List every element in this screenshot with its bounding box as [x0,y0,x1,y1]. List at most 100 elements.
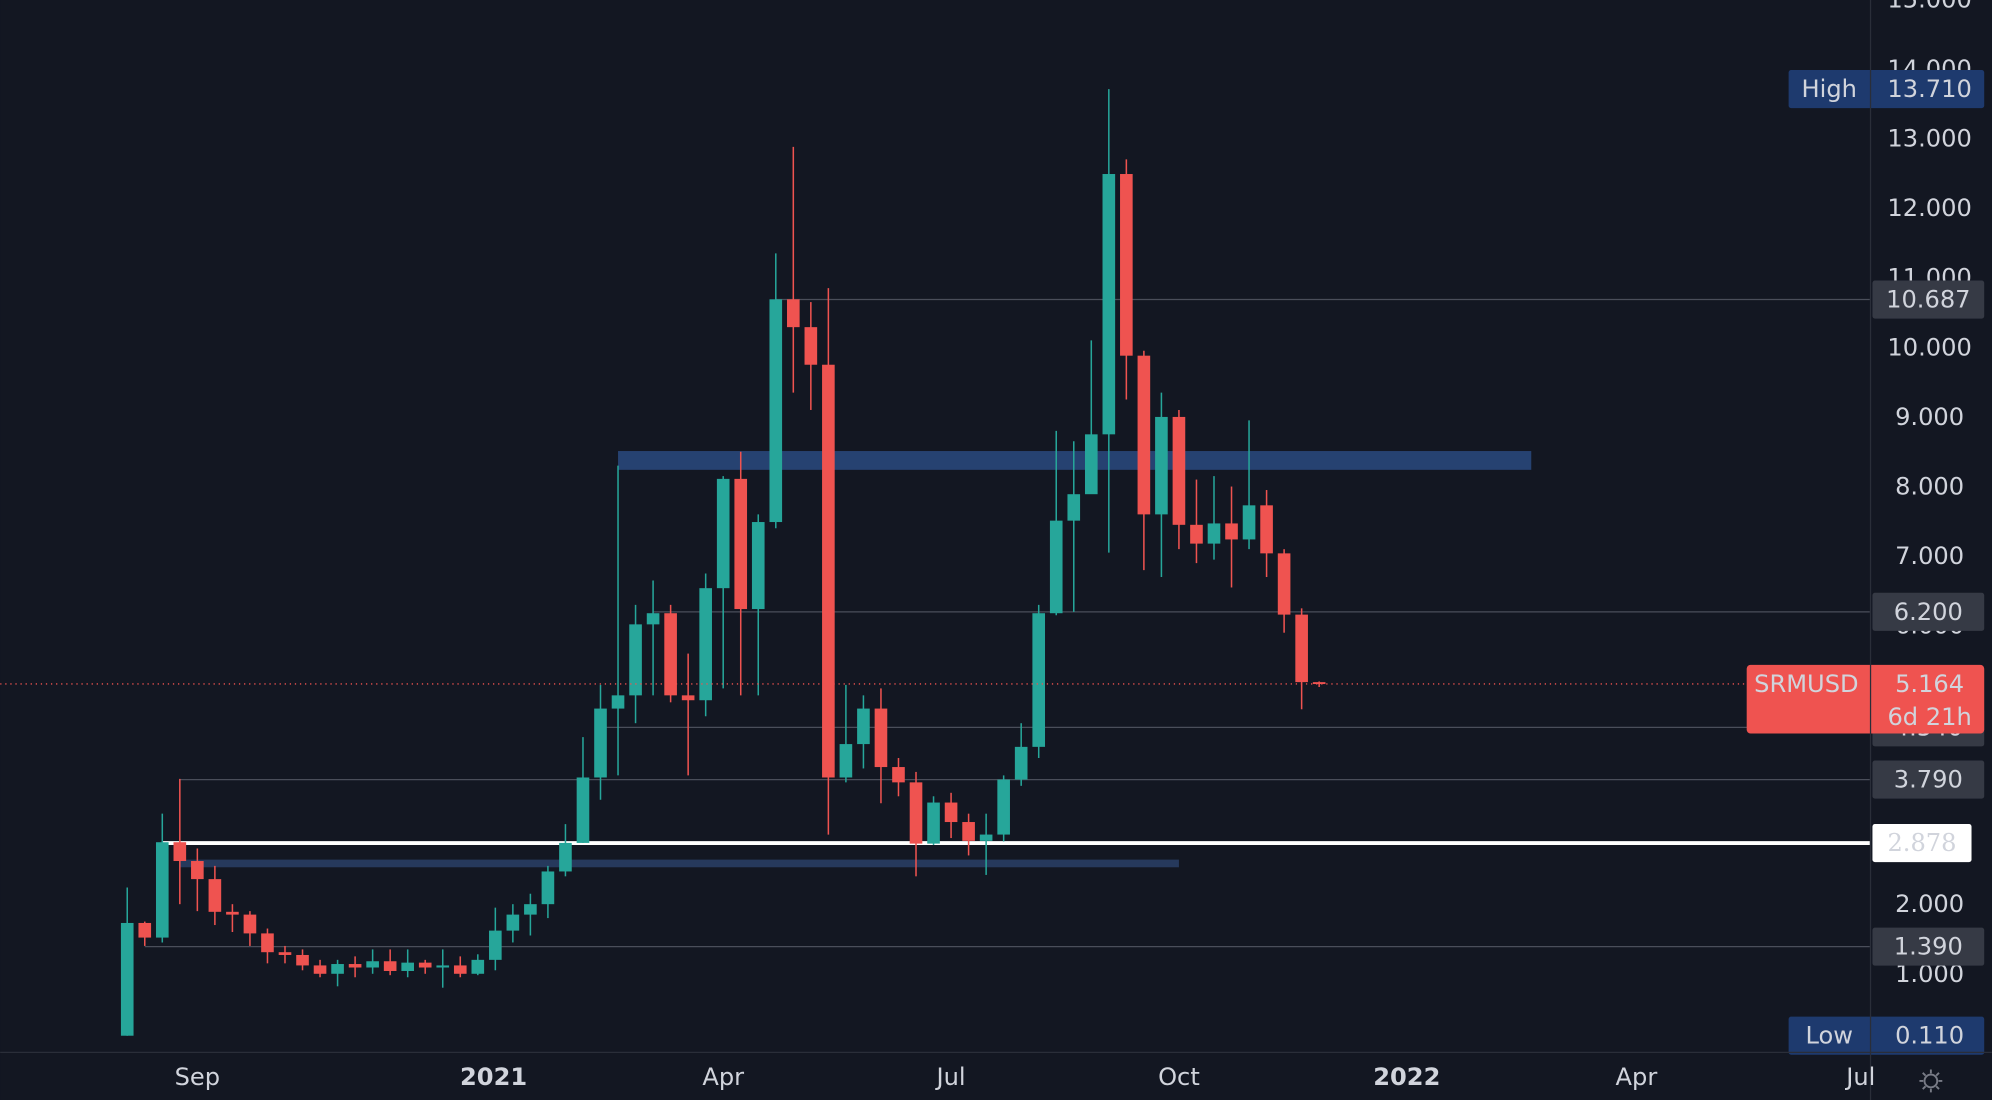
candle-body [944,802,958,823]
candle-body [769,299,783,523]
low-box [1788,1016,1985,1055]
candle-body [173,842,187,862]
x-tick-label: Oct [1158,1063,1200,1091]
candle-body [997,779,1010,835]
candle-body [541,871,555,905]
candle-body [348,964,362,968]
high-box [1788,70,1985,109]
candle-body [1014,746,1028,780]
zone [179,859,1179,868]
candle-body [559,842,572,872]
candle-body [471,959,485,974]
candle-body [804,327,818,365]
price-line-label: 3.790 [1894,766,1963,794]
candle-body [261,933,274,953]
candle-body [155,842,169,938]
candle-body [296,954,309,966]
candle-body [611,695,625,709]
settings-icon[interactable] [1919,1069,1943,1093]
candle-body [506,914,520,931]
x-tick-label: Sep [175,1063,220,1091]
candle-body [489,930,502,960]
candle-body [1049,520,1063,614]
y-tick-label: 10.000 [1887,333,1971,361]
x-tick-label: 2022 [1373,1063,1440,1091]
candle-body [822,364,835,778]
x-tick-label: Jul [1844,1063,1875,1091]
candle-body [1120,174,1133,356]
candle-body [699,588,712,701]
candle-body [979,834,993,841]
candle-body [751,522,765,610]
candle-body [383,961,397,971]
candle-body [874,708,888,768]
candle-body [1067,494,1081,521]
candle-body [681,695,695,701]
zone [618,451,1532,470]
candle-body [278,952,292,955]
candle-body [1277,553,1291,615]
candle-body [331,964,344,974]
candle-body [1225,523,1238,540]
symbol-label: SRMUSD [1754,670,1858,698]
y-tick-label: 9.000 [1895,403,1964,431]
settings-icon[interactable] [1919,1069,1943,1093]
y-tick-label: 2.000 [1895,890,1964,918]
countdown-label: 6d 21h [1887,703,1971,731]
candle-body [1242,505,1256,540]
high-value: 13.710 [1887,75,1971,103]
candle-body [646,613,660,625]
candle-body [787,299,800,328]
candle-body [857,708,870,745]
price-line-label-box [1872,760,1985,799]
price-line-label: 2.878 [1887,829,1956,857]
last-price-box [1746,664,1985,734]
candle-body [313,965,327,974]
candle-body [191,861,204,880]
time-axis: Sep 2021 Apr Jul Oct 2022 Apr Jul [175,1063,1876,1091]
candle-body [524,904,537,915]
candle-body [839,744,853,778]
high-label: High [1802,75,1857,103]
price-line-label: 1.390 [1894,933,1963,961]
candle-body [1260,505,1273,554]
candle-body [892,767,905,783]
y-tick-label: 8.000 [1895,473,1964,501]
candle-body [576,777,590,843]
candle-body [366,961,379,968]
candle-body [226,911,239,915]
candle-body [962,822,975,841]
y-tick-label: 15.000 [1887,0,1971,13]
candle-body [716,478,730,589]
low-value: 0.110 [1895,1022,1964,1050]
candle-body [138,922,152,938]
candle-body [1207,523,1221,544]
price-line-label-box [1872,927,1985,966]
candle-body [1312,682,1326,685]
price-line-label: 10.687 [1886,286,1970,314]
candle-body [1084,434,1098,495]
candle-body [927,802,940,844]
candle-body [594,708,607,778]
candle-body [1190,524,1203,544]
low-label: Low [1805,1022,1853,1050]
candle-body [418,962,432,968]
y-tick-label: 12.000 [1887,194,1971,222]
price-line-label-box [1872,824,1972,863]
candle-body [909,782,923,844]
x-tick-label: 2021 [460,1063,527,1091]
candle-body [1032,613,1046,747]
candle-body [1295,614,1308,683]
candle-body [734,478,748,610]
x-tick-label: Apr [1616,1063,1658,1091]
settings-icon[interactable] [1923,1073,1939,1089]
x-tick-label: Jul [935,1063,966,1091]
price-line-label: 6.200 [1894,598,1963,626]
candle-body [1137,355,1151,515]
candle-body [1102,174,1116,435]
candle-body [436,965,450,968]
last-price-label: 5.164 [1895,670,1964,698]
